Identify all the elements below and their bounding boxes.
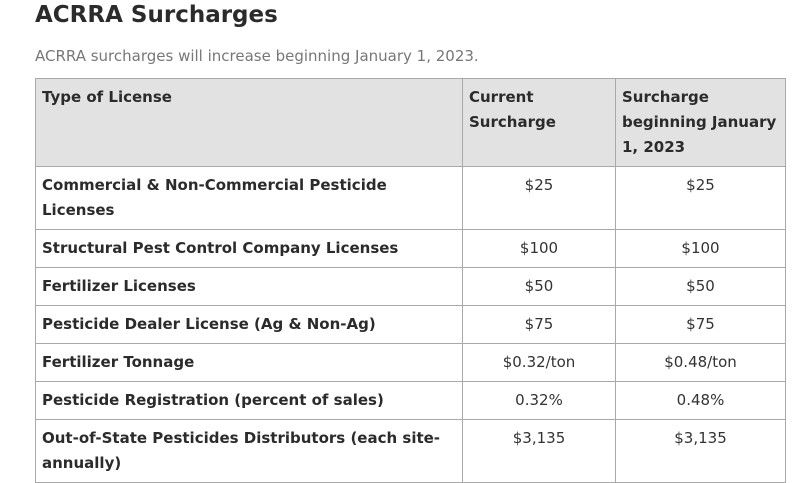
table-row: Pesticide Registration (percent of sales…	[35, 381, 786, 420]
license-type-cell: Fertilizer Tonnage	[35, 343, 463, 382]
table-header-row: Type of License Current Surcharge Surcha…	[35, 78, 786, 167]
table-row: Fertilizer Tonnage $0.32/ton $0.48/ton	[35, 343, 786, 382]
new-surcharge-cell: $75	[615, 305, 786, 344]
table-row: Structural Pest Control Company Licenses…	[35, 229, 786, 268]
table-row: Pesticide Dealer License (Ag & Non-Ag) $…	[35, 305, 786, 344]
current-surcharge-cell: $100	[462, 229, 616, 268]
column-header-current-surcharge: Current Surcharge	[462, 78, 616, 167]
new-surcharge-cell: $3,135	[615, 419, 786, 483]
current-surcharge-cell: $75	[462, 305, 616, 344]
column-header-license-type: Type of License	[35, 78, 463, 167]
license-type-cell: Pesticide Registration (percent of sales…	[35, 381, 463, 420]
table-row: Fertilizer Licenses $50 $50	[35, 267, 786, 306]
current-surcharge-cell: $50	[462, 267, 616, 306]
current-surcharge-cell: $25	[462, 166, 616, 230]
table-row: Commercial & Non-Commercial Pesticide Li…	[35, 166, 786, 230]
license-type-cell: Out-of-State Pesticides Distributors (ea…	[35, 419, 463, 483]
new-surcharge-cell: 0.48%	[615, 381, 786, 420]
intro-text: ACRRA surcharges will increase beginning…	[35, 47, 479, 65]
current-surcharge-cell: $0.32/ton	[462, 343, 616, 382]
new-surcharge-cell: $100	[615, 229, 786, 268]
new-surcharge-cell: $50	[615, 267, 786, 306]
license-type-cell: Fertilizer Licenses	[35, 267, 463, 306]
new-surcharge-cell: $0.48/ton	[615, 343, 786, 382]
license-type-cell: Commercial & Non-Commercial Pesticide Li…	[35, 166, 463, 230]
page-title: ACRRA Surcharges	[35, 2, 278, 28]
surcharge-table: Type of License Current Surcharge Surcha…	[35, 78, 786, 483]
current-surcharge-cell: $3,135	[462, 419, 616, 483]
current-surcharge-cell: 0.32%	[462, 381, 616, 420]
new-surcharge-cell: $25	[615, 166, 786, 230]
column-header-new-surcharge: Surcharge beginning January 1, 2023	[615, 78, 786, 167]
license-type-cell: Structural Pest Control Company Licenses	[35, 229, 463, 268]
table-row: Out-of-State Pesticides Distributors (ea…	[35, 419, 786, 483]
license-type-cell: Pesticide Dealer License (Ag & Non-Ag)	[35, 305, 463, 344]
